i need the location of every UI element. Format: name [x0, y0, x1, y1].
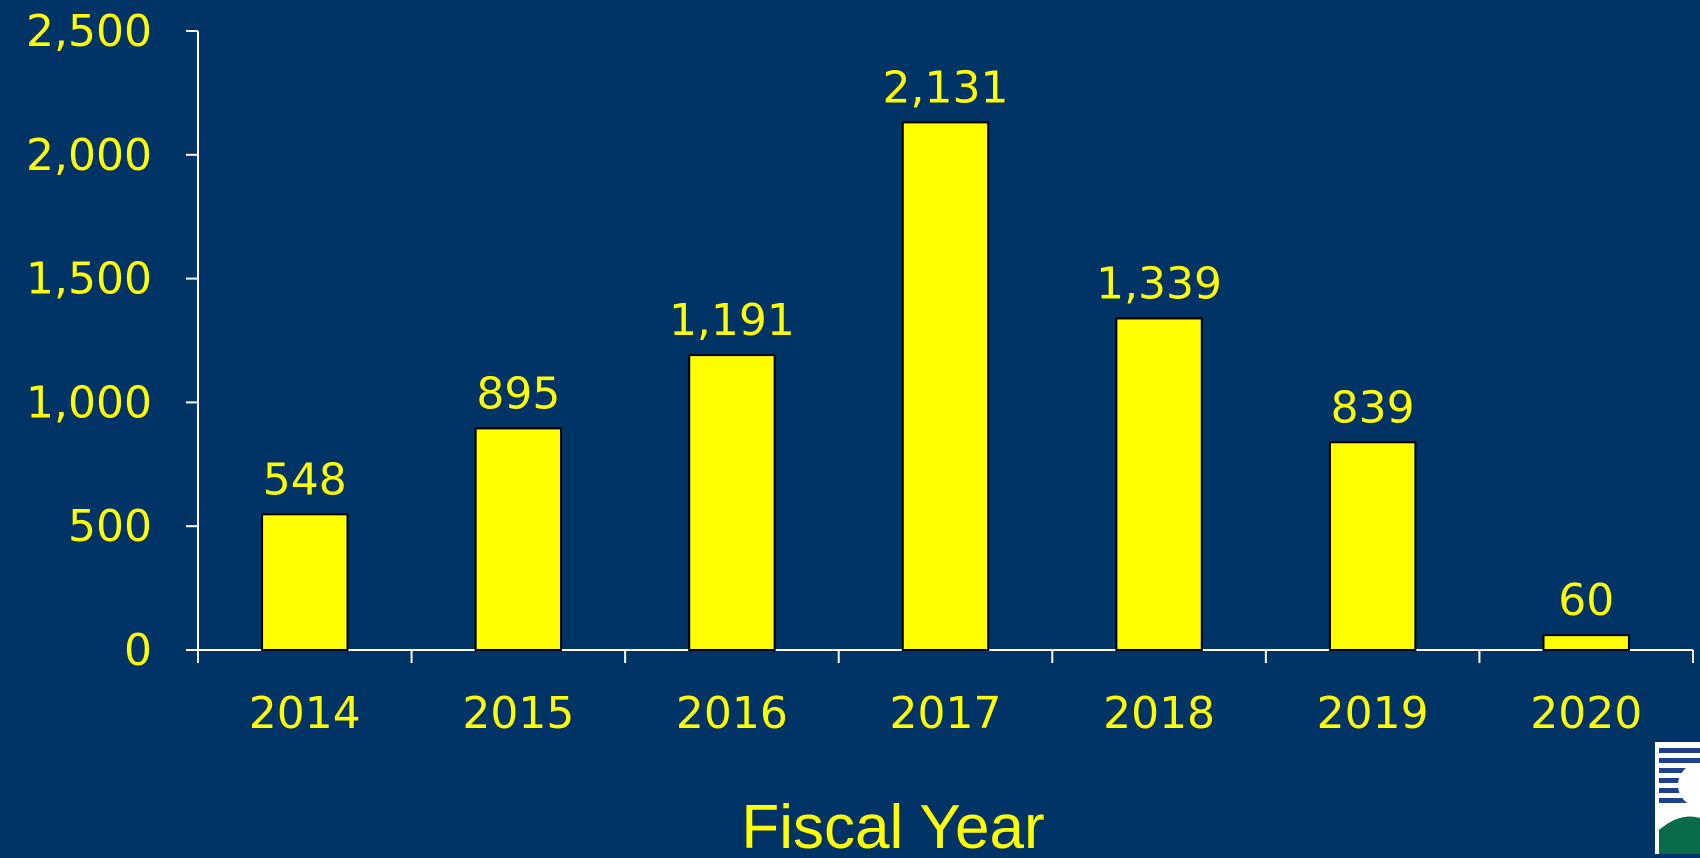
bars: [261, 121, 1630, 652]
value-label-2016: 1,191: [669, 295, 795, 346]
value-label-2018: 1,339: [1096, 258, 1222, 309]
x-tick-label-2015: 2015: [462, 688, 574, 739]
bar-2018: [1115, 317, 1203, 651]
value-label-2015: 895: [476, 368, 560, 419]
bar-2019: [1328, 441, 1417, 652]
bar-2014: [261, 513, 349, 651]
value-label-2017: 2,131: [883, 62, 1009, 113]
y-tick-label: 0: [124, 625, 152, 676]
y-tick-label: 500: [68, 501, 152, 552]
value-label-2014: 548: [263, 454, 347, 505]
bar-2016: [688, 354, 776, 651]
y-axis: 0 500 1,000 1,500 2,000 2,500: [26, 6, 199, 676]
bar-2015: [474, 427, 563, 652]
x-tick-label-2018: 2018: [1103, 688, 1215, 739]
bar-2020: [1542, 634, 1630, 651]
y-tick-label: 1,000: [26, 377, 152, 428]
value-label-2019: 839: [1331, 382, 1415, 433]
y-tick-label: 2,500: [26, 6, 152, 57]
bar-2017: [901, 121, 990, 652]
x-axis: 2014 2015 2016 2017 2018 2019 2020: [197, 649, 1694, 739]
y-tick-label: 1,500: [26, 254, 152, 305]
value-labels: 548 895 1,191 2,131 1,339 839 60: [263, 62, 1614, 626]
x-tick-label-2014: 2014: [249, 688, 361, 739]
x-axis-title: Fiscal Year: [741, 793, 1044, 854]
y-tick-label: 2,000: [26, 130, 152, 181]
x-tick-label-2020: 2020: [1530, 688, 1642, 739]
x-tick-label-2019: 2019: [1317, 688, 1429, 739]
agency-logo-icon: [1655, 742, 1700, 854]
x-tick-label-2016: 2016: [676, 688, 788, 739]
x-tick-label-2017: 2017: [890, 688, 1002, 739]
value-label-2020: 60: [1558, 575, 1614, 626]
